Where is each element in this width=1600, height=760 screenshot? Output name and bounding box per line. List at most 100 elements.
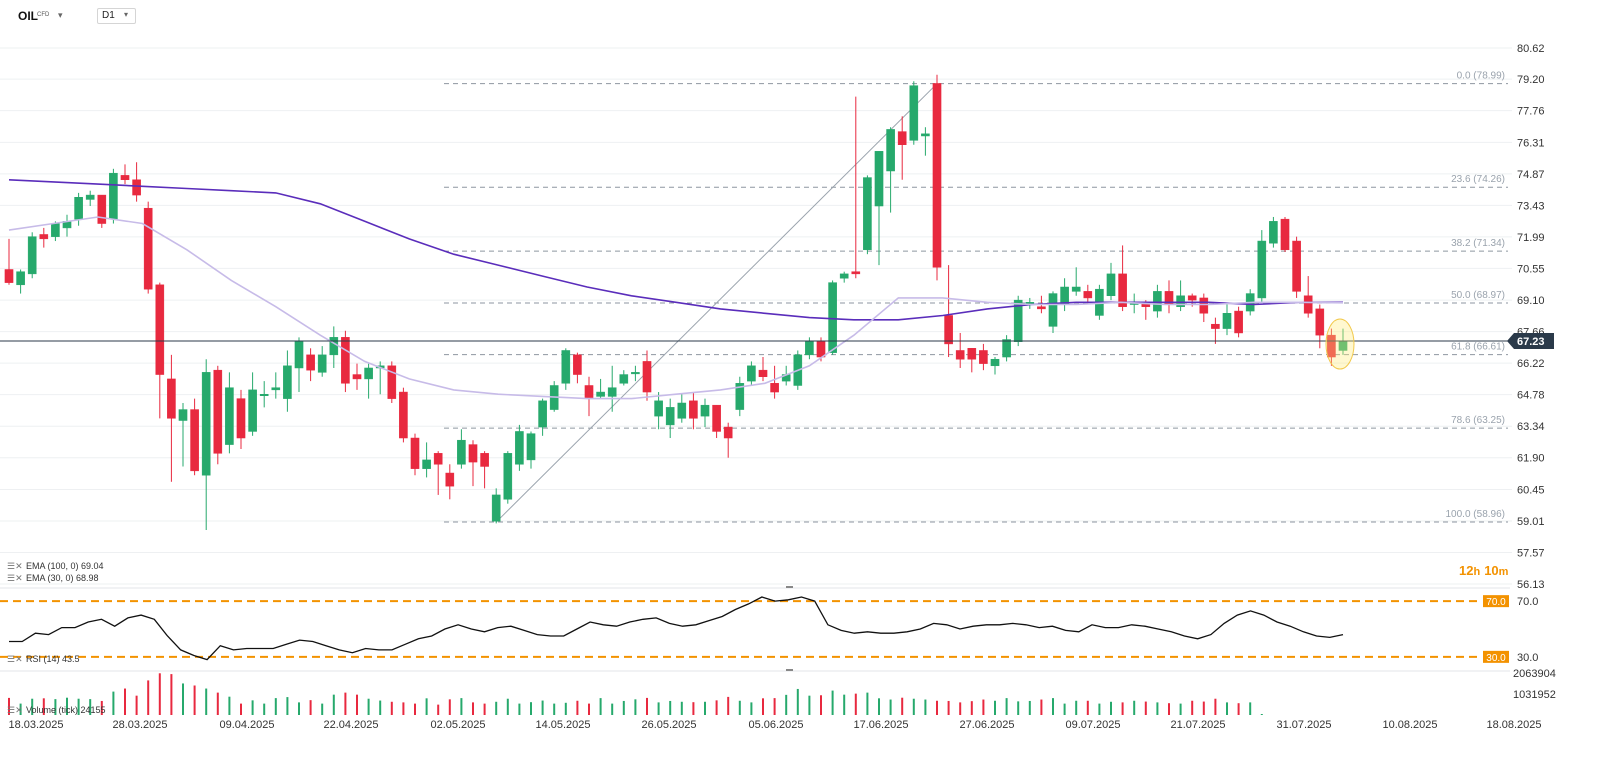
ema30-line[interactable] xyxy=(8,216,1344,400)
candle-body[interactable] xyxy=(839,273,849,279)
candle-body[interactable] xyxy=(225,387,234,445)
candle-body[interactable] xyxy=(16,271,25,286)
candle-body[interactable] xyxy=(561,350,571,384)
candle-body[interactable] xyxy=(689,400,698,419)
candle-body[interactable] xyxy=(677,402,687,419)
candle-body[interactable] xyxy=(584,385,594,399)
candle-body[interactable] xyxy=(85,194,95,200)
candle-body[interactable] xyxy=(1199,297,1209,314)
candle-body[interactable] xyxy=(399,391,408,439)
candle-body[interactable] xyxy=(596,391,605,397)
candle-body[interactable] xyxy=(1303,295,1313,314)
candle-body[interactable] xyxy=(770,383,779,393)
candle-body[interactable] xyxy=(283,365,292,399)
candle-body[interactable] xyxy=(990,358,1000,367)
candle-body[interactable] xyxy=(1234,310,1243,334)
candle-body[interactable] xyxy=(897,131,907,145)
ema100-settings-icon[interactable]: ☰✕ xyxy=(7,561,23,571)
candle-body[interactable] xyxy=(1118,273,1127,307)
pane-resize-handle-2[interactable] xyxy=(786,669,793,671)
candle-body[interactable] xyxy=(874,151,884,207)
candle-body[interactable] xyxy=(27,236,37,275)
candle-body[interactable] xyxy=(317,354,327,373)
candle-body[interactable] xyxy=(294,341,304,369)
ema30-settings-icon[interactable]: ☰✕ xyxy=(7,573,23,583)
pane-resize-handle[interactable] xyxy=(786,586,793,588)
candle-body[interactable] xyxy=(1106,273,1116,297)
candle-body[interactable] xyxy=(1048,293,1058,327)
candle-body[interactable] xyxy=(851,271,861,275)
candle-body[interactable] xyxy=(816,341,826,358)
candle-body[interactable] xyxy=(1013,299,1023,342)
candle-body[interactable] xyxy=(167,378,176,419)
candle-body[interactable] xyxy=(526,433,536,461)
candle-body[interactable] xyxy=(74,197,83,220)
candle-body[interactable] xyxy=(51,223,60,237)
candle-body[interactable] xyxy=(1071,286,1081,292)
candle-body[interactable] xyxy=(1211,323,1220,329)
symbol-dropdown-icon[interactable]: ▾ xyxy=(58,10,63,20)
candle-body[interactable] xyxy=(132,179,141,196)
candle-body[interactable] xyxy=(665,407,675,426)
candle-body[interactable] xyxy=(433,453,443,465)
candle-body[interactable] xyxy=(352,374,362,380)
candle-body[interactable] xyxy=(4,269,14,283)
candle-body[interactable] xyxy=(654,400,663,417)
candle-body[interactable] xyxy=(723,426,733,439)
candle-body[interactable] xyxy=(1083,291,1093,299)
candle-body[interactable] xyxy=(143,207,153,290)
candle-body[interactable] xyxy=(1327,334,1336,358)
volume-settings-icon[interactable]: ☰✕ xyxy=(7,705,23,715)
candle-body[interactable] xyxy=(1257,240,1267,299)
candle-body[interactable] xyxy=(712,404,721,432)
candle-body[interactable] xyxy=(747,365,756,382)
candle-body[interactable] xyxy=(1315,308,1325,336)
candle-body[interactable] xyxy=(503,453,513,500)
candle-body[interactable] xyxy=(909,85,919,141)
candle-body[interactable] xyxy=(109,172,118,220)
candle-body[interactable] xyxy=(1037,306,1046,310)
ema100-line[interactable] xyxy=(8,179,1343,321)
candle-body[interactable] xyxy=(619,374,629,384)
candle-body[interactable] xyxy=(236,398,246,439)
candle-body[interactable] xyxy=(213,369,223,454)
rsi-settings-icon[interactable]: ☰✕ xyxy=(7,654,23,664)
fibonacci-trendline[interactable] xyxy=(495,83,938,523)
candle-body[interactable] xyxy=(1153,291,1162,312)
candle-body[interactable] xyxy=(422,459,431,469)
candle-body[interactable] xyxy=(631,372,640,375)
candle-body[interactable] xyxy=(700,404,710,417)
candle-body[interactable] xyxy=(886,129,895,172)
candle-body[interactable] xyxy=(607,387,617,397)
candle-body[interactable] xyxy=(1292,240,1301,292)
candle-body[interactable] xyxy=(155,284,165,375)
candle-body[interactable] xyxy=(863,177,872,251)
timeframe-select[interactable]: D1 ▾ xyxy=(97,8,136,24)
candle-body[interactable] xyxy=(364,367,373,380)
candle-body[interactable] xyxy=(538,400,547,428)
candle-body[interactable] xyxy=(178,409,188,421)
rsi-line[interactable] xyxy=(9,596,1344,661)
candle-body[interactable] xyxy=(341,337,350,384)
candle-body[interactable] xyxy=(271,387,281,391)
candle-body[interactable] xyxy=(97,194,107,224)
candle-body[interactable] xyxy=(306,354,315,371)
candle-body[interactable] xyxy=(39,234,49,240)
candle-body[interactable] xyxy=(642,361,652,393)
candle-body[interactable] xyxy=(1060,286,1069,305)
candle-body[interactable] xyxy=(248,389,257,432)
candle-body[interactable] xyxy=(1338,341,1348,351)
candle-body[interactable] xyxy=(1222,313,1232,329)
candle-body[interactable] xyxy=(457,439,466,465)
candle-body[interactable] xyxy=(758,369,768,377)
candle-body[interactable] xyxy=(805,341,814,356)
candle-body[interactable] xyxy=(480,453,489,467)
candle-body[interactable] xyxy=(1280,218,1290,251)
candle-body[interactable] xyxy=(979,350,988,364)
candle-body[interactable] xyxy=(468,444,478,463)
candle-body[interactable] xyxy=(967,348,977,360)
candle-body[interactable] xyxy=(515,431,524,465)
candle-body[interactable] xyxy=(410,437,420,469)
candle-body[interactable] xyxy=(1002,339,1011,358)
candle-body[interactable] xyxy=(329,337,339,356)
